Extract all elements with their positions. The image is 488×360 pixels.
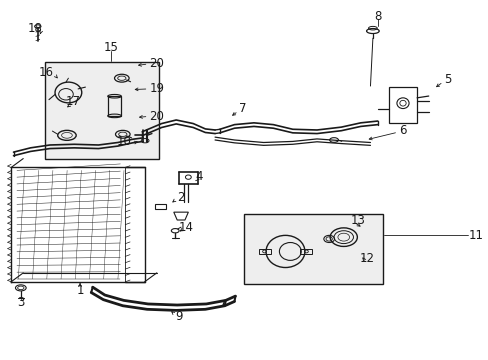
Bar	[45, 62, 159, 158]
Text: 7: 7	[239, 102, 246, 115]
Text: 12: 12	[359, 252, 374, 265]
Text: 13: 13	[350, 214, 365, 227]
Bar	[300, 249, 311, 254]
Text: 8: 8	[373, 10, 381, 23]
Text: 20: 20	[149, 110, 164, 123]
Text: 5: 5	[444, 73, 451, 86]
Text: 20: 20	[149, 57, 164, 71]
Text: 16: 16	[39, 66, 54, 79]
Text: 18: 18	[28, 22, 42, 35]
Bar	[107, 96, 121, 116]
Bar	[155, 203, 165, 208]
Text: 4: 4	[195, 170, 203, 183]
Text: 9: 9	[175, 310, 182, 323]
Text: 15: 15	[103, 41, 118, 54]
Text: 19: 19	[149, 82, 164, 95]
Bar	[244, 214, 382, 284]
Ellipse shape	[35, 25, 41, 28]
Text: 1: 1	[76, 284, 83, 297]
Text: 14: 14	[178, 221, 193, 234]
Bar	[258, 249, 270, 254]
Text: 17: 17	[65, 95, 81, 108]
Bar	[388, 87, 416, 123]
Text: 3: 3	[17, 296, 24, 309]
Text: 6: 6	[399, 124, 407, 137]
Text: 2: 2	[177, 192, 184, 204]
Text: 10: 10	[117, 135, 131, 148]
Text: 11: 11	[468, 229, 483, 242]
